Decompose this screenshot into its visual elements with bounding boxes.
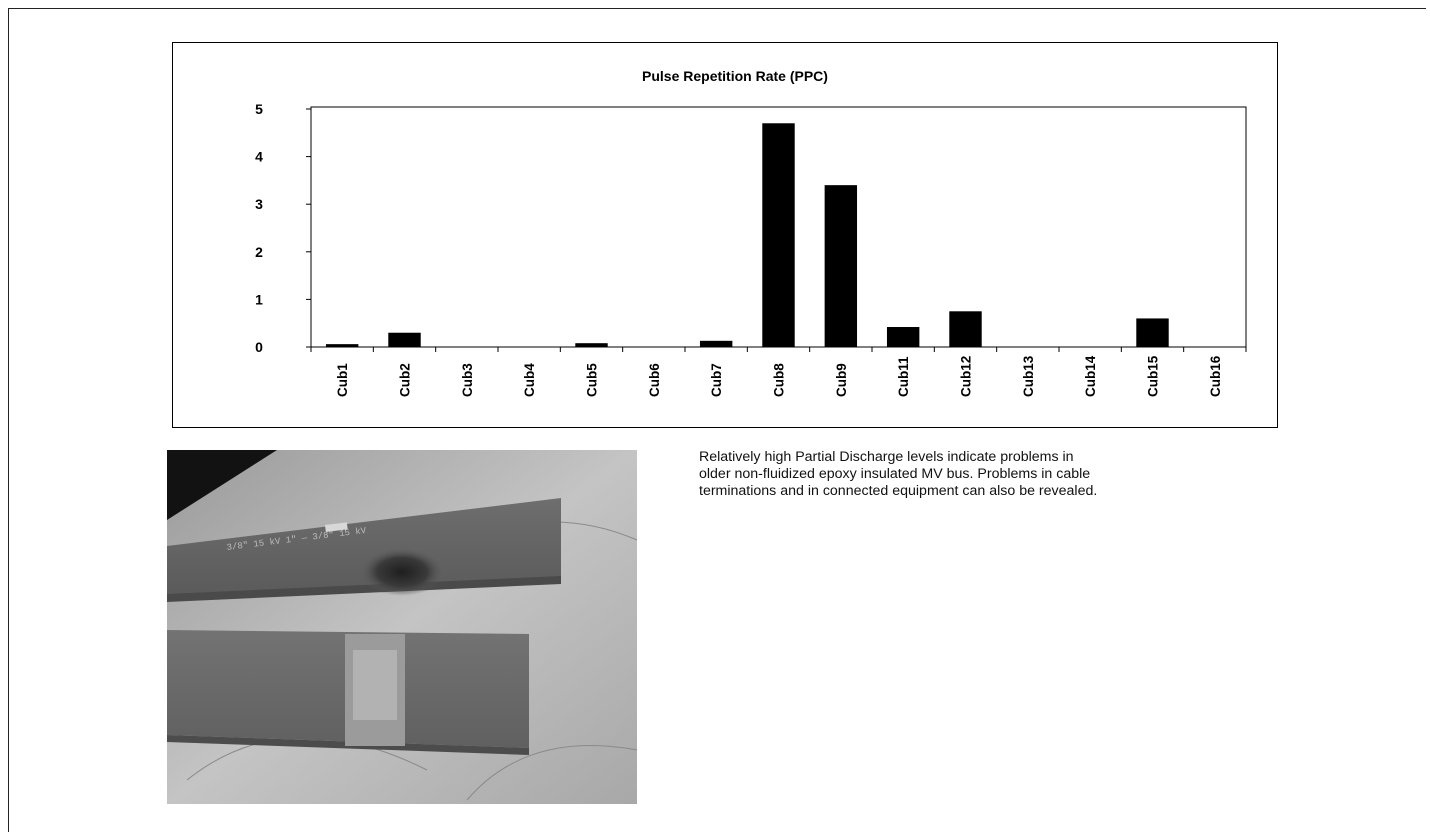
bar-cub11: [886, 327, 920, 347]
chart-title: Pulse Repetition Rate (PPC): [642, 68, 828, 84]
y-tick-label: 1: [255, 291, 263, 307]
bar-cub7: [699, 340, 733, 347]
page-border: [8, 8, 1426, 832]
caption-line-1: Relatively high Partial Discharge levels…: [699, 449, 1074, 465]
x-tick-label: Cub8: [772, 363, 787, 397]
bus-bar-photo: 3/8" 15 kV 1" — 3/8" 15 kV: [167, 450, 637, 804]
x-tick-label: Cub13: [1021, 355, 1036, 397]
bar-cub1: [325, 344, 359, 347]
x-tick-label: Cub5: [585, 363, 600, 397]
bar-cub9: [824, 185, 858, 347]
x-tick-label: Cub3: [460, 363, 475, 397]
bar-cub5: [575, 343, 608, 347]
x-tick-label: Cub9: [834, 363, 849, 397]
x-tick-label: Cub6: [647, 363, 662, 397]
caption-line-2: older non-fluidized epoxy insulated MV b…: [699, 466, 1091, 482]
y-tick-label: 5: [255, 101, 263, 117]
x-axis: Cub1 Cub2 Cub3 Cub4 Cub5 Cub6 Cub7 Cub8 Cub9 Cub1…: [310, 347, 1247, 397]
y-tick-label: 0: [255, 339, 263, 355]
x-tick-label: Cub12: [959, 356, 974, 397]
y-axis: 0 1 2 3 4 5: [255, 101, 311, 355]
bar-cub2: [388, 332, 421, 347]
caption: Relatively high Partial Discharge levels…: [699, 449, 1259, 500]
x-tick-label: Cub4: [522, 363, 537, 397]
y-tick-label: 2: [255, 244, 263, 260]
y-tick-label: 4: [255, 149, 263, 165]
bus-bar-photo-image: 3/8" 15 kV 1" — 3/8" 15 kV: [167, 450, 637, 804]
bars: [325, 123, 1169, 347]
x-tick-label: Cub15: [1146, 355, 1161, 397]
bar-cub15: [1136, 318, 1169, 347]
bar-cub8: [762, 123, 795, 347]
x-tick-label: Cub11: [896, 356, 911, 397]
caption-line-3: terminations and in connected equipment …: [699, 483, 1098, 499]
x-tick-label: Cub2: [398, 363, 413, 397]
x-tick-label: Cub16: [1208, 355, 1223, 397]
x-tick-label: Cub7: [709, 363, 724, 397]
bar-cub12: [949, 311, 982, 347]
x-tick-label: Cub14: [1083, 355, 1098, 397]
y-tick-label: 3: [255, 196, 263, 212]
x-tick-label: Cub1: [335, 363, 350, 397]
